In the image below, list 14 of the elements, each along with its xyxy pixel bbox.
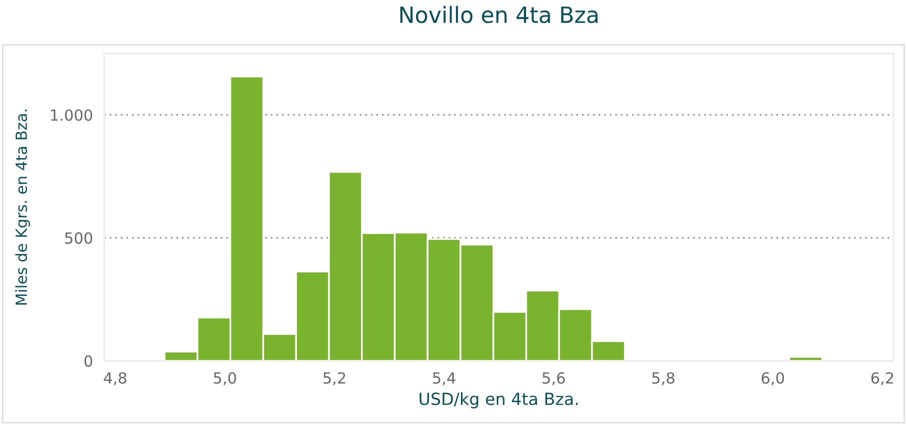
chart-title: Novillo en 4ta Bza bbox=[400, 6, 598, 24]
y-axis-title: Miles de Kgrs. en 4ta Bza. bbox=[15, 110, 30, 305]
x-tick-label: 6,2 bbox=[871, 372, 894, 386]
x-tick-label: 5,6 bbox=[542, 372, 565, 386]
y-tick-label: 0 bbox=[84, 355, 92, 367]
x-tick-label: 5,4 bbox=[433, 372, 456, 386]
x-axis-title: USD/kg en 4ta Bza. bbox=[420, 392, 578, 408]
x-tick-label: 5,8 bbox=[652, 372, 674, 386]
x-tick-label: 4,8 bbox=[104, 372, 126, 386]
y-tick-label: 1.000 bbox=[51, 109, 92, 121]
x-tick-label: 6,0 bbox=[762, 372, 784, 386]
x-tick-label: 5,2 bbox=[323, 372, 346, 386]
y-tick-label: 500 bbox=[65, 232, 92, 244]
x-tick-label: 5,0 bbox=[214, 372, 236, 386]
